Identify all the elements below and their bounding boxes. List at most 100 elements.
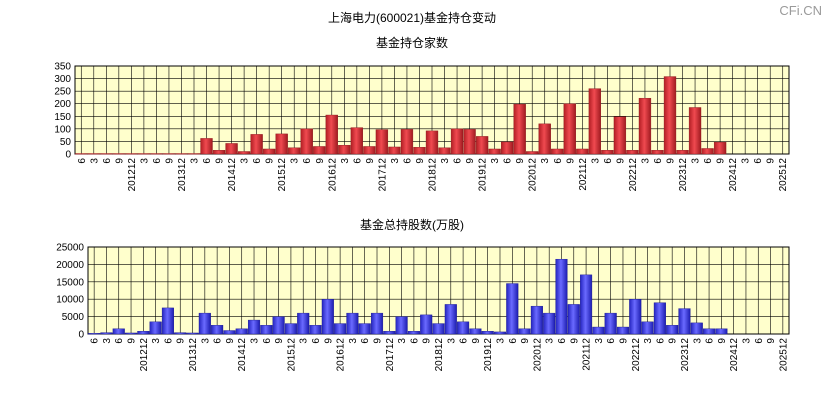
x-tick-label: 9 [114, 158, 125, 164]
x-tick-label: 202212 [628, 158, 639, 192]
bar [513, 104, 526, 155]
x-tick-label: 9 [766, 158, 777, 164]
x-tick-label: 9 [215, 158, 226, 164]
x-tick-label: 202112 [578, 158, 589, 191]
bar [112, 153, 125, 155]
bar [703, 328, 716, 335]
bar [420, 314, 433, 335]
bar [601, 150, 614, 155]
x-tick-label: 6 [302, 158, 313, 164]
x-tick-label: 6 [453, 158, 464, 164]
x-tick-label: 201612 [327, 158, 338, 192]
x-tick-label: 9 [520, 338, 531, 344]
x-tick-label: 6 [360, 338, 371, 344]
x-tick-label: 9 [373, 338, 384, 344]
x-tick-label: 6 [311, 338, 322, 344]
x-tick-label: 201412 [227, 158, 238, 192]
x-tick-label: 3 [692, 338, 703, 344]
x-tick-label: 201912 [478, 158, 489, 192]
x-tick-label: 9 [716, 158, 727, 164]
y-tick-label: 0 [78, 330, 84, 341]
bar [653, 302, 666, 335]
x-tick-label: 9 [565, 158, 576, 164]
x-tick-label: 3 [691, 158, 702, 164]
bar [555, 258, 568, 335]
x-tick-label: 201212 [127, 158, 138, 192]
bar [87, 153, 100, 155]
bar [235, 328, 248, 335]
x-tick-label: 201412 [237, 338, 248, 372]
x-tick-label: 202212 [631, 338, 642, 372]
x-tick-label: 6 [77, 158, 88, 164]
x-tick-label: 9 [465, 158, 476, 164]
chart1-title: 基金持仓家数 [376, 35, 448, 50]
bar [321, 299, 334, 335]
x-tick-label: 6 [557, 338, 568, 344]
bar [530, 305, 543, 335]
x-tick-label: 201612 [336, 338, 347, 372]
y-tick-label: 15000 [56, 277, 84, 288]
x-tick-label: 202312 [678, 158, 689, 192]
x-tick-label: 202512 [778, 158, 789, 192]
bar [713, 141, 727, 155]
bar [358, 323, 371, 335]
bar [161, 307, 174, 335]
x-tick-label: 6 [459, 338, 470, 344]
x-tick-label: 6 [90, 338, 101, 344]
y-tick-label: 250 [54, 87, 71, 98]
x-tick-label: 9 [668, 338, 679, 344]
bar [350, 127, 363, 155]
x-tick-label: 6 [409, 338, 420, 344]
x-tick-label: 3 [446, 338, 457, 344]
bar [75, 153, 88, 155]
x-tick-label: 9 [666, 158, 677, 164]
bar [137, 153, 151, 155]
x-tick-label: 6 [606, 338, 617, 344]
bar [338, 144, 351, 155]
x-tick-label: 9 [471, 338, 482, 344]
x-tick-label: 9 [265, 158, 276, 164]
y-tick-label: 200 [54, 99, 71, 110]
bar [580, 274, 593, 335]
bar [613, 116, 627, 155]
bar [263, 148, 276, 155]
x-tick-label: 6 [152, 158, 163, 164]
x-tick-label: 6 [352, 158, 363, 164]
bar [538, 123, 551, 155]
bar [186, 332, 199, 335]
x-tick-label: 202012 [528, 158, 539, 192]
bar [211, 325, 224, 335]
x-tick-label: 3 [590, 158, 601, 164]
x-tick-label: 3 [151, 338, 162, 344]
x-tick-label: 6 [503, 158, 514, 164]
x-tick-label: 3 [190, 158, 201, 164]
x-tick-label: 9 [176, 338, 187, 344]
x-tick-label: 201312 [188, 338, 199, 372]
x-tick-label: 201212 [139, 338, 150, 372]
x-tick-label: 9 [323, 338, 334, 344]
x-tick-label: 3 [741, 338, 752, 344]
chart2-title: 基金总持股数(万股) [360, 217, 464, 232]
x-tick-label: 3 [139, 158, 150, 164]
x-tick-label: 6 [114, 338, 125, 344]
x-tick-label: 3 [299, 338, 310, 344]
chart2-x-axis: 6 3 6 9 201212 3 6 9 201312 3 6 9 201412 3 6 9 201512 3 6 9… [90, 338, 790, 372]
bar [370, 312, 384, 335]
bar [543, 312, 556, 335]
x-tick-label: 9 [315, 158, 326, 164]
y-tick-label: 100 [54, 124, 71, 135]
bar [200, 138, 213, 155]
bar [388, 146, 401, 155]
x-tick-label: 3 [340, 158, 351, 164]
x-tick-label: 201812 [428, 158, 439, 192]
x-tick-label: 3 [240, 158, 251, 164]
bar [125, 153, 138, 155]
bar [481, 331, 494, 335]
x-tick-label: 6 [753, 158, 764, 164]
bar [567, 304, 580, 335]
bar [469, 328, 482, 335]
x-tick-label: 201712 [385, 338, 396, 372]
chart1-bars [75, 76, 727, 155]
bar [715, 328, 728, 335]
